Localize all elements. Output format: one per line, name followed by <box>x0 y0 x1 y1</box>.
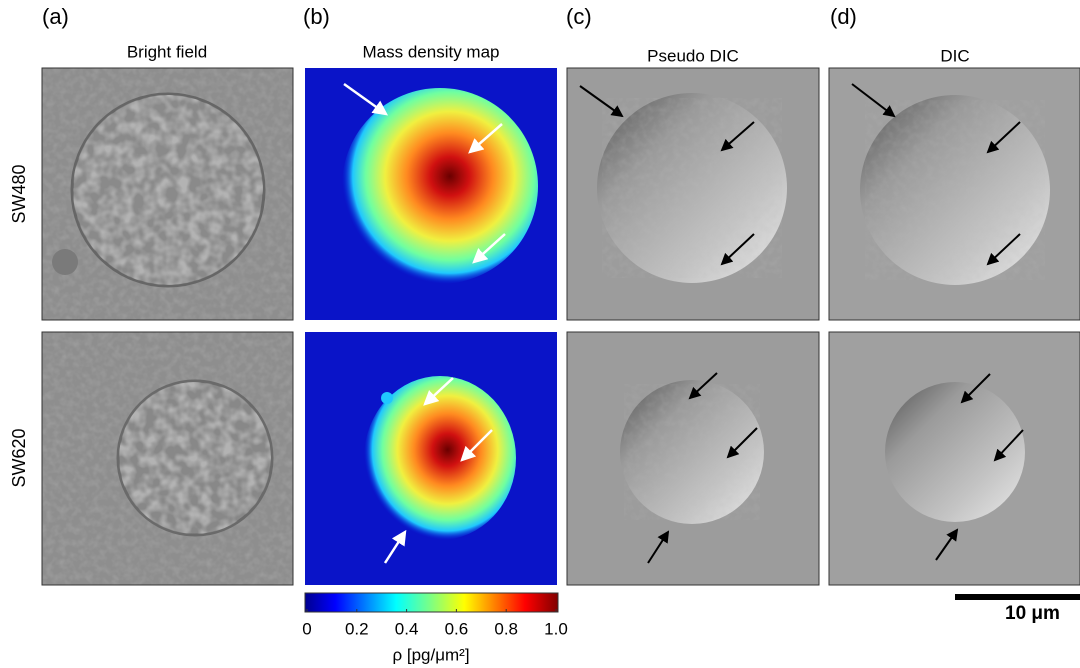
panel-title: Mass density map <box>363 42 500 61</box>
figure: (a) (b) (c) (d) Bright field Mass densit… <box>0 0 1080 668</box>
panel-label: (c) <box>566 4 592 29</box>
scale-bar <box>955 594 1080 600</box>
colorbar-tick-label: 0.2 <box>345 619 369 638</box>
panel-title: Bright field <box>127 42 207 61</box>
panel-title: Pseudo DIC <box>647 46 739 65</box>
colorbar-tick-label: 0 <box>302 619 311 638</box>
mass-density-images <box>305 68 557 585</box>
row-label: SW480 <box>9 164 29 223</box>
colorbar-label: ρ [pg/μm²] <box>392 645 469 664</box>
colorbar <box>305 593 558 612</box>
colorbar-tick-label: 0.6 <box>445 619 469 638</box>
colorbar-tick-label: 0.8 <box>494 619 518 638</box>
colorbar-tick-label: 1.0 <box>544 619 568 638</box>
pseudo-dic-images <box>567 68 819 585</box>
row-label: SW620 <box>9 428 29 487</box>
panel-label: (a) <box>42 4 69 29</box>
colorbar-ticks: 0 0.2 0.4 0.6 0.8 1.0 <box>302 609 568 638</box>
bright-field-images <box>42 68 293 585</box>
dic-images <box>829 68 1080 585</box>
panel-label: (d) <box>830 4 857 29</box>
scale-bar-label: 10 μm <box>1005 603 1060 624</box>
panel-label: (b) <box>303 4 330 29</box>
panel-title: DIC <box>940 46 969 65</box>
colorbar-tick-label: 0.4 <box>395 619 419 638</box>
